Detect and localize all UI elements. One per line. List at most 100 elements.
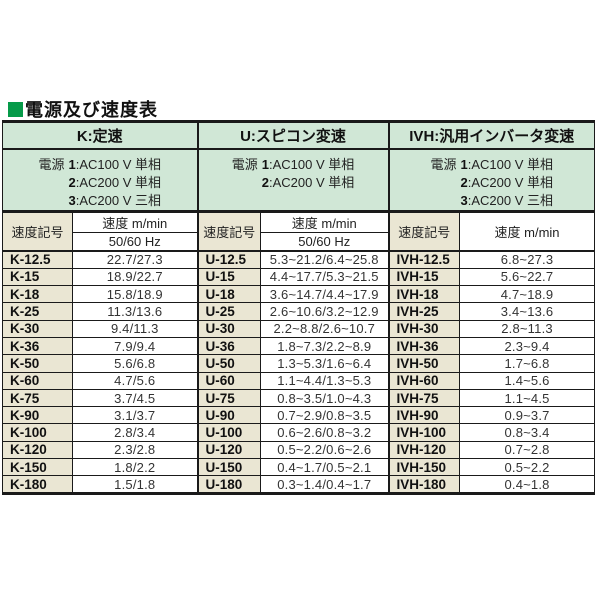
page-title: 電源及び速度表 <box>25 100 158 120</box>
speed-code-cell: IVH-60 <box>388 372 461 390</box>
speed-value-cell: 1.7~6.8 <box>459 354 595 373</box>
speed-value-cell: 5.3~21.2/6.4~25.8 <box>260 251 390 269</box>
speed-value-cell: 4.7/5.6 <box>72 372 199 390</box>
speed-value-cell: 1.1~4.5 <box>459 389 595 408</box>
speed-code-cell: U-15 <box>197 268 262 287</box>
power-info-k: 電源 1:AC100 V 単相 2:AC200 V 単相 3:AC200 V 三… <box>2 148 199 213</box>
speed-code-cell: K-180 <box>2 475 73 494</box>
speed-code-cell: K-120 <box>2 441 73 460</box>
speed-value-cell: 0.5~2.2 <box>459 458 595 477</box>
speed-code-cell: U-18 <box>197 285 262 304</box>
speed-code-cell: U-100 <box>197 423 262 442</box>
speed-value-cell: 0.7~2.9/0.8~3.5 <box>260 406 390 425</box>
col-header-speed-code-ivh: 速度記号 <box>388 211 461 252</box>
speed-value-cell: 1.8~7.3/2.2~8.9 <box>260 337 390 356</box>
col-header-speed-k: 速度 m/min <box>72 211 199 233</box>
speed-code-cell: K-18 <box>2 285 73 304</box>
table-row: K-150 1.8/2.2 U-150 0.4~1.7/0.5~2.1 IVH-150 0… <box>2 458 595 477</box>
speed-value-cell: 1.3~5.3/1.6~6.4 <box>260 354 390 373</box>
speed-value-cell: 5.6/6.8 <box>72 354 199 373</box>
speed-code-cell: IVH-180 <box>388 475 461 494</box>
section-header-ivh: IVH:汎用インバータ変速 <box>388 121 595 150</box>
power-option: 2:AC200 V 単相 <box>261 174 355 190</box>
speed-value-cell: 18.9/22.7 <box>72 268 199 287</box>
speed-value-cell: 2.8/3.4 <box>72 423 199 442</box>
power-option: 2:AC200 V 単相 <box>460 174 554 190</box>
table-row: K-15 18.9/22.7 U-15 4.4~17.7/5.3~21.5 IVH-15… <box>2 268 595 287</box>
speed-value-cell: 3.7/4.5 <box>72 389 199 408</box>
col-header-freq-k: 50/60 Hz <box>72 232 199 252</box>
speed-value-cell: 3.4~13.6 <box>459 302 595 321</box>
speed-value-cell: 1.1~4.4/1.3~5.3 <box>260 372 390 390</box>
speed-code-cell: IVH-25 <box>388 302 461 321</box>
speed-code-cell: IVH-50 <box>388 354 461 373</box>
power-option: 1:AC100 V 単相 <box>460 156 554 172</box>
speed-code-cell: U-75 <box>197 389 262 408</box>
power-option: 1:AC100 V 単相 <box>261 156 355 172</box>
speed-code-cell: K-50 <box>2 354 73 373</box>
col-header-speed-u: 速度 m/min <box>260 211 390 233</box>
column-header-row: 速度記号 速度 m/min 速度記号 速度 m/min 速度記号 速度 m/mi… <box>2 211 595 252</box>
speed-value-cell: 2.3~9.4 <box>459 337 595 356</box>
section-header-u: U:スピコン変速 <box>197 121 390 150</box>
speed-code-cell: U-30 <box>197 320 262 338</box>
column-header-freq-row: 50/60 Hz 50/60 Hz <box>3 232 595 252</box>
power-option: 3:AC200 V 三相 <box>68 192 162 208</box>
table-row: K-30 9.4/11.3 U-30 2.2~8.8/2.6~10.7 IVH-30 2.… <box>2 320 595 338</box>
speed-code-cell: U-150 <box>197 458 262 477</box>
speed-value-cell: 4.4~17.7/5.3~21.5 <box>260 268 390 287</box>
speed-code-cell: U-180 <box>197 475 262 494</box>
speed-code-cell: U-50 <box>197 354 262 373</box>
speed-value-cell: 1.4~5.6 <box>459 372 595 390</box>
col-header-speed-code-k: 速度記号 <box>2 211 73 252</box>
speed-value-cell: 1.5/1.8 <box>72 475 199 494</box>
speed-code-cell: IVH-100 <box>388 423 461 442</box>
power-info-u: 電源 1:AC100 V 単相 2:AC200 V 単相 <box>197 148 390 213</box>
speed-code-cell: U-25 <box>197 302 262 321</box>
speed-code-cell: IVH-36 <box>388 337 461 356</box>
table-row: K-50 5.6/6.8 U-50 1.3~5.3/1.6~6.4 IVH-50 1.7~… <box>2 354 595 373</box>
speed-value-cell: 0.8~3.5/1.0~4.3 <box>260 389 390 408</box>
speed-value-cell: 1.8/2.2 <box>72 458 199 477</box>
table-row: K-18 15.8/18.9 U-18 3.6~14.7/4.4~17.9 IVH-18… <box>2 285 595 304</box>
table-row: K-75 3.7/4.5 U-75 0.8~3.5/1.0~4.3 IVH-75 1.1~… <box>2 389 595 408</box>
speed-value-cell: 2.6~10.6/3.2~12.9 <box>260 302 390 321</box>
power-info-ivh: 電源 1:AC100 V 単相 2:AC200 V 単相 3:AC200 V 三… <box>388 148 595 213</box>
speed-code-cell: U-12.5 <box>197 251 262 269</box>
speed-value-cell: 0.3~1.4/0.4~1.7 <box>260 475 390 494</box>
table-row: K-180 1.5/1.8 U-180 0.3~1.4/0.4~1.7 IVH-180 0… <box>2 475 595 494</box>
speed-value-cell: 3.6~14.7/4.4~17.9 <box>260 285 390 304</box>
table-row: K-36 7.9/9.4 U-36 1.8~7.3/2.2~8.9 IVH-36 2.3~… <box>2 337 595 356</box>
speed-value-cell: 0.7~2.8 <box>459 441 595 460</box>
speed-code-cell: IVH-30 <box>388 320 461 338</box>
speed-value-cell: 2.3/2.8 <box>72 441 199 460</box>
power-label: 電源 <box>38 156 65 172</box>
speed-value-cell: 2.2~8.8/2.6~10.7 <box>260 320 390 338</box>
power-option: 1:AC100 V 単相 <box>68 156 162 172</box>
speed-code-cell: U-36 <box>197 337 262 356</box>
speed-code-cell: K-12.5 <box>2 251 73 269</box>
speed-value-cell: 0.8~3.4 <box>459 423 595 442</box>
speed-value-cell: 9.4/11.3 <box>72 320 199 338</box>
speed-code-cell: K-30 <box>2 320 73 338</box>
table-row: K-25 11.3/13.6 U-25 2.6~10.6/3.2~12.9 IVH-25… <box>2 302 595 321</box>
page-title-row: 電源及び速度表 <box>8 96 158 122</box>
speed-value-cell: 0.9~3.7 <box>459 406 595 425</box>
speed-value-cell: 0.4~1.8 <box>459 475 595 494</box>
speed-code-cell: U-120 <box>197 441 262 460</box>
speed-value-cell: 15.8/18.9 <box>72 285 199 304</box>
title-bullet-icon <box>8 101 23 117</box>
col-header-freq-u: 50/60 Hz <box>260 232 390 252</box>
table-row: K-100 2.8/3.4 U-100 0.6~2.6/0.8~3.2 IVH-100 0… <box>2 423 595 442</box>
power-option: 3:AC200 V 三相 <box>460 192 554 208</box>
speed-value-cell: 0.5~2.2/0.6~2.6 <box>260 441 390 460</box>
table-body: K-12.5 22.7/27.3 U-12.5 5.3~21.2/6.4~25.8 IV… <box>2 251 595 494</box>
speed-code-cell: IVH-75 <box>388 389 461 408</box>
col-header-speed-ivh: 速度 m/min <box>459 211 595 252</box>
power-label: 電源 <box>430 156 457 172</box>
speed-code-cell: K-60 <box>2 372 73 390</box>
power-info-row: 電源 1:AC100 V 単相 2:AC200 V 単相 3:AC200 V 三… <box>2 148 595 213</box>
speed-value-cell: 0.6~2.6/0.8~3.2 <box>260 423 390 442</box>
speed-code-cell: K-90 <box>2 406 73 425</box>
power-label: 電源 <box>231 156 258 172</box>
